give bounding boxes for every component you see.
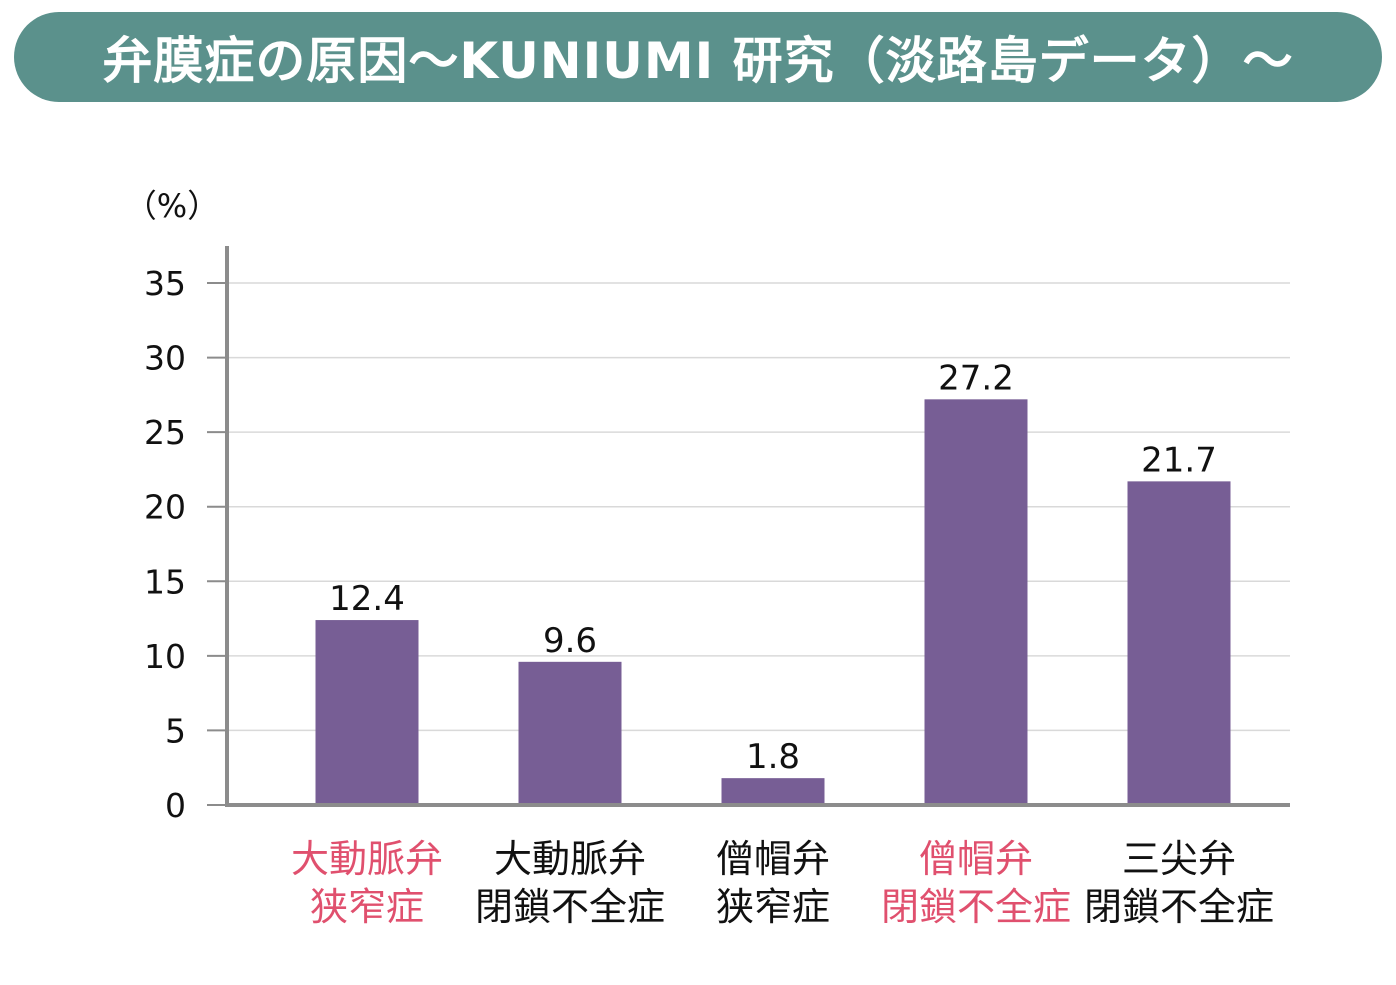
title-banner: 弁膜症の原因〜KUNIUMI 研究（淡路島データ）〜 (14, 12, 1382, 102)
category-label: 僧帽弁 (716, 837, 830, 881)
category-label: 僧帽弁 (919, 837, 1033, 881)
category-label: 閉鎖不全症 (475, 885, 665, 929)
y-tick-label: 5 (165, 711, 186, 750)
data-label: 12.4 (329, 579, 405, 619)
y-tick-label: 10 (144, 637, 186, 676)
y-tick-label: 0 (165, 786, 186, 825)
bar (924, 399, 1028, 805)
bar (721, 778, 825, 805)
chart-title: 弁膜症の原因〜KUNIUMI 研究（淡路島データ）〜 (102, 32, 1294, 90)
data-label: 27.2 (938, 358, 1014, 398)
y-tick-label: 15 (144, 562, 186, 601)
category-label: 閉鎖不全症 (881, 885, 1071, 929)
category-label: 狭窄症 (310, 885, 424, 929)
bar (315, 620, 419, 805)
y-axis-unit-label: （%） (125, 187, 219, 225)
bar (1127, 481, 1231, 805)
data-label: 9.6 (543, 621, 597, 661)
bar (518, 661, 622, 805)
y-tick-label: 35 (144, 264, 186, 303)
category-label: 大動脈弁 (291, 837, 443, 881)
data-label: 21.7 (1141, 440, 1217, 480)
data-label: 1.8 (746, 737, 800, 777)
category-label: 閉鎖不全症 (1084, 885, 1274, 929)
y-tick-label: 30 (144, 339, 186, 378)
category-label: 狭窄症 (716, 885, 830, 929)
y-tick-label: 20 (144, 488, 186, 527)
category-label: 大動脈弁 (494, 837, 646, 881)
category-label: 三尖弁 (1122, 837, 1236, 881)
y-tick-label: 25 (144, 413, 186, 452)
